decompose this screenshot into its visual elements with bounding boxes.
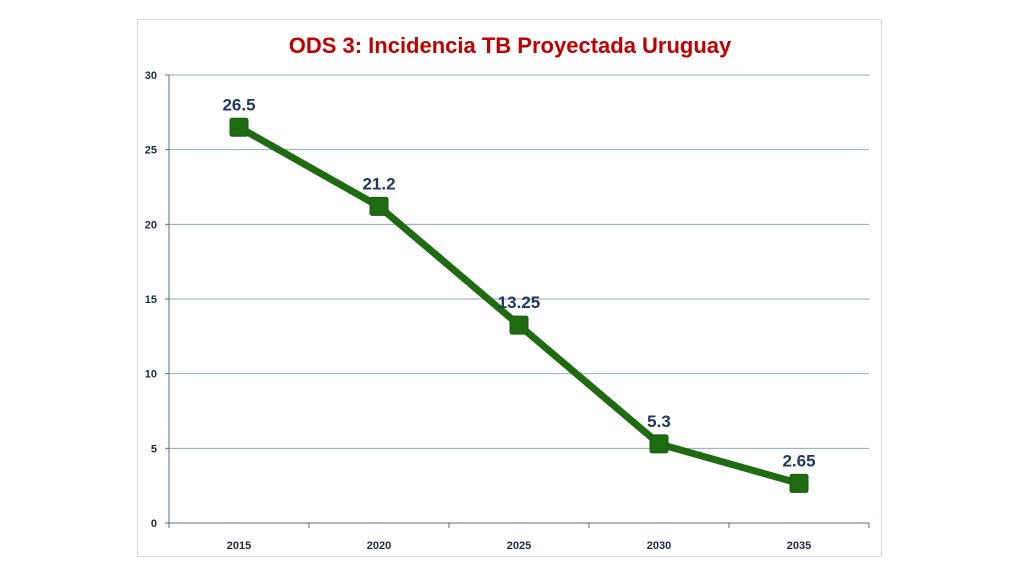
y-tick-label: 15 — [145, 294, 157, 306]
y-tick-label: 10 — [145, 369, 157, 381]
y-tick-label: 0 — [151, 518, 157, 530]
x-tick-label: 2035 — [787, 540, 811, 552]
series-markers — [229, 117, 809, 493]
data-point-marker — [229, 117, 249, 137]
y-tick-label: 5 — [151, 443, 157, 455]
data-label: 26.5 — [222, 95, 255, 114]
chart-title: ODS 3: Incidencia TB Proyectada Uruguay — [289, 33, 732, 58]
x-tick-label: 2015 — [227, 540, 251, 552]
y-tick-label: 25 — [145, 145, 157, 157]
chart-area — [137, 19, 882, 557]
x-tick-label: 2030 — [647, 540, 671, 552]
y-tick-label: 20 — [145, 219, 157, 231]
x-tick-label: 2020 — [367, 540, 391, 552]
data-label: 21.2 — [362, 174, 395, 193]
data-label: 5.3 — [647, 412, 671, 431]
data-point-marker — [789, 473, 809, 493]
y-tick-label: 30 — [145, 70, 157, 82]
gridlines — [169, 74, 869, 449]
data-point-marker — [369, 196, 389, 216]
data-point-marker — [649, 434, 669, 454]
x-tick-label: 2025 — [507, 540, 531, 552]
data-labels: 26.5 21.2 13.25 5.3 2.65 — [222, 95, 815, 470]
data-label: 2.65 — [782, 451, 815, 470]
data-label: 13.25 — [498, 293, 541, 312]
data-point-marker — [509, 315, 529, 335]
